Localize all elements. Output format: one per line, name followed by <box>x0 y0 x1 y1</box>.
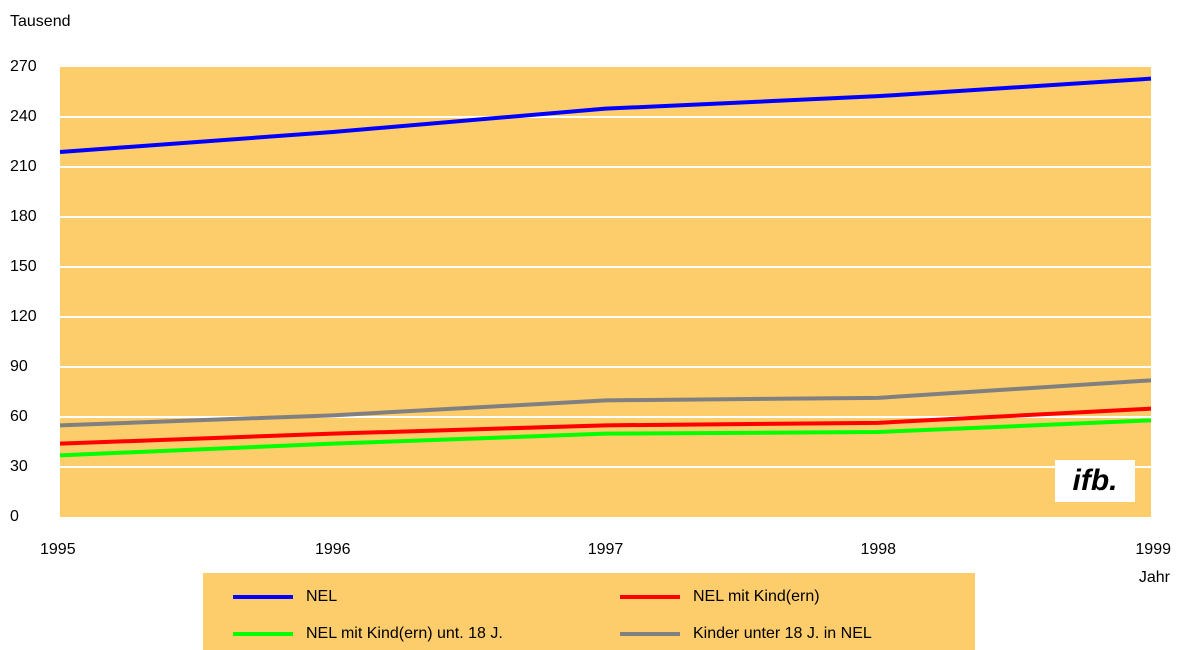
y-tick-label: 90 <box>10 358 28 375</box>
y-tick-label: 240 <box>10 108 37 125</box>
legend <box>203 573 975 650</box>
series-line <box>59 378 1152 428</box>
series-line <box>59 418 1152 458</box>
plot-area <box>60 67 1151 517</box>
y-tick-label: 120 <box>10 308 37 325</box>
y-tick-label: 30 <box>10 458 28 475</box>
x-tick-label: 1998 <box>860 541 896 558</box>
y-axis-label: Tausend <box>10 13 71 30</box>
legend-label: NEL mit Kind(ern) unt. 18 J. <box>306 625 503 642</box>
y-tick-label: 0 <box>10 508 19 525</box>
y-tick-label: 270 <box>10 58 37 75</box>
x-tick-label: 1996 <box>315 541 351 558</box>
legend-label: NEL mit Kind(ern) <box>693 588 820 605</box>
y-tick-label: 180 <box>10 208 37 225</box>
series-line <box>59 76 1152 154</box>
logo: ifb. <box>1073 464 1118 497</box>
y-tick-label: 150 <box>10 258 37 275</box>
legend-label: Kinder unter 18 J. in NEL <box>693 625 872 642</box>
x-tick-label: 1997 <box>588 541 624 558</box>
x-tick-label: 1999 <box>1135 541 1171 558</box>
series-line <box>59 406 1152 446</box>
x-axis-label: Jahr <box>1139 569 1171 586</box>
x-tick-label: 1995 <box>40 541 76 558</box>
legend-label: NEL <box>306 588 337 605</box>
y-tick-label: 60 <box>10 408 28 425</box>
y-tick-label: 210 <box>10 158 37 175</box>
